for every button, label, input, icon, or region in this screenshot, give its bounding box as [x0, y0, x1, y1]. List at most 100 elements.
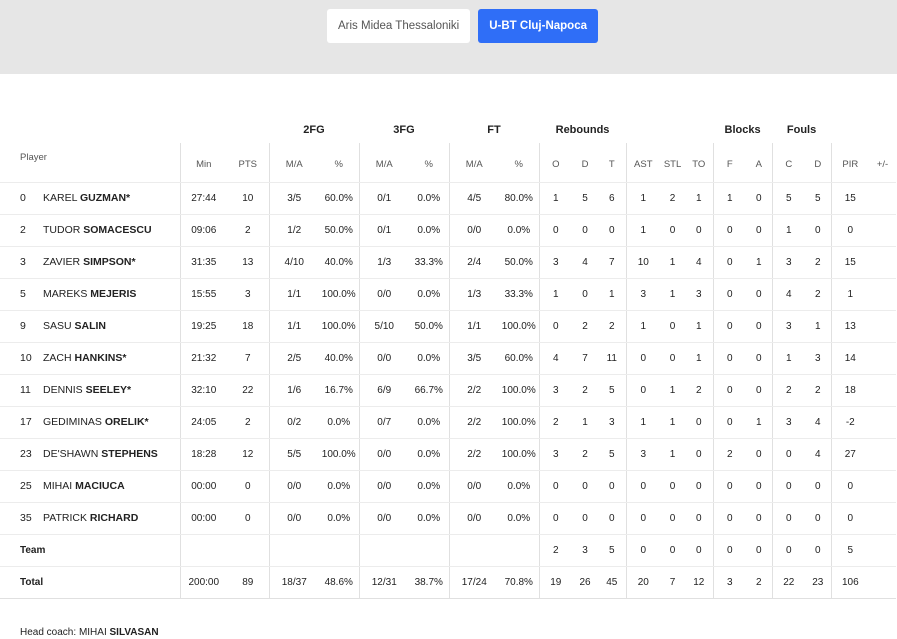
- header-ast[interactable]: AST: [625, 143, 661, 183]
- stat-ba: 2: [746, 566, 773, 599]
- header-ft-ma[interactable]: M/A: [448, 143, 499, 183]
- header-to[interactable]: TO: [685, 143, 714, 183]
- stat-to: 3: [685, 278, 714, 311]
- tab-u-bt-cluj-napoca[interactable]: U-BT Cluj-Napoca: [478, 9, 598, 43]
- stat-d: 0: [572, 278, 599, 311]
- stat-stl: 7: [660, 566, 686, 599]
- stat-bf: 0: [712, 534, 747, 567]
- stat-fg2: 2/5: [268, 342, 319, 375]
- stat-ast: 1: [625, 182, 661, 215]
- stat-fc: 3: [771, 310, 806, 343]
- stat-min: 31:35: [179, 246, 227, 279]
- stat-pm: [869, 214, 897, 247]
- header-foul-c[interactable]: C: [771, 143, 806, 183]
- header-blk-a[interactable]: A: [746, 143, 773, 183]
- player-name-cell[interactable]: 35 PATRICK RICHARD: [0, 502, 180, 535]
- stat-fg3p: 0.0%: [409, 406, 449, 439]
- player-name-cell[interactable]: 2 TUDOR SOMACESCU: [0, 214, 180, 247]
- player-name-cell[interactable]: 17 GEDIMINAS ORELIK*: [0, 406, 180, 439]
- stat-ba: 0: [746, 438, 773, 471]
- player-name-cell[interactable]: 0 KAREL GUZMAN*: [0, 182, 180, 215]
- stat-t: 2: [598, 310, 627, 343]
- stat-d: 0: [572, 502, 599, 535]
- stat-ast: 3: [625, 438, 661, 471]
- stat-pir: 18: [830, 374, 870, 407]
- stat-o: 4: [538, 342, 573, 375]
- stat-stl: 0: [660, 214, 686, 247]
- header-min[interactable]: Min: [179, 143, 227, 183]
- stat-fd: 0: [805, 470, 832, 503]
- stat-ft: 4/5: [448, 182, 499, 215]
- player-number: 17: [20, 416, 32, 428]
- stat-o: 3: [538, 246, 573, 279]
- stat-ftp: 100.0%: [499, 310, 540, 343]
- stat-stl: 0: [660, 470, 686, 503]
- player-last-name: RICHARD: [89, 512, 139, 524]
- header-blk-f[interactable]: F: [712, 143, 747, 183]
- header-pts[interactable]: PTS: [227, 143, 269, 183]
- stat-fg3: 0/1: [358, 182, 409, 215]
- stat-fd: 2: [805, 374, 832, 407]
- stat-fg2: 18/37: [268, 566, 319, 599]
- player-name-cell[interactable]: 10 ZACH HANKINS*: [0, 342, 180, 375]
- header-foul-d[interactable]: D: [805, 143, 832, 183]
- head-coach-first: MIHAI: [78, 627, 107, 638]
- player-name-cell[interactable]: 25 MIHAI MACIUCA: [0, 470, 180, 503]
- stat-to: 0: [685, 502, 714, 535]
- stat-fg2p: 40.0%: [319, 246, 359, 279]
- stat-ast: 10: [625, 246, 661, 279]
- stat-ast: 3: [625, 278, 661, 311]
- stat-min: 24:05: [179, 406, 227, 439]
- stat-pir: 13: [830, 310, 870, 343]
- stat-d: 2: [572, 310, 599, 343]
- stat-pts: 7: [227, 342, 269, 375]
- header-3fg-ma[interactable]: M/A: [358, 143, 409, 183]
- stat-pir: 106: [830, 566, 870, 599]
- player-row: 17 GEDIMINAS ORELIK* 24:05 2 0/2 0.0% 0/7 0.0% 2…: [0, 406, 897, 439]
- stat-pts: 89: [227, 566, 269, 599]
- stat-pts: 2: [227, 406, 269, 439]
- player-name-cell[interactable]: 23 DE'SHAWN STEPHENS: [0, 438, 180, 471]
- header-reb-t[interactable]: T: [598, 143, 627, 183]
- stat-ba: 0: [746, 534, 773, 567]
- stat-t: 6: [598, 182, 627, 215]
- stat-t: 0: [598, 502, 627, 535]
- column-header-row: Player Min PTS M/A % M/A % M/A % O D T A…: [0, 143, 897, 183]
- player-name-cell[interactable]: 11 DENNIS SEELEY*: [0, 374, 180, 407]
- header-reb-o[interactable]: O: [538, 143, 573, 183]
- stat-pm: [869, 566, 897, 599]
- header-player[interactable]: Player: [0, 143, 180, 183]
- team-selector-bar: Aris Midea Thessaloniki U-BT Cluj-Napoca: [0, 0, 897, 74]
- stat-ba: 1: [746, 406, 773, 439]
- header-2fg-ma[interactable]: M/A: [268, 143, 319, 183]
- team-row: Team 2 3 5 0 0 0 0 0 0 0 5: [0, 534, 897, 567]
- stat-ftp: 33.3%: [499, 278, 540, 311]
- stat-o: 0: [538, 310, 573, 343]
- header-stl[interactable]: STL: [660, 143, 686, 183]
- header-ft-pct[interactable]: %: [499, 143, 540, 183]
- stat-ftp: 0.0%: [499, 214, 540, 247]
- header-2fg-pct[interactable]: %: [319, 143, 359, 183]
- player-name-cell[interactable]: 9 SASU SALIN: [0, 310, 180, 343]
- stat-ftp: [499, 534, 540, 567]
- player-name-cell[interactable]: 5 MAREKS MEJERIS: [0, 278, 180, 311]
- header-pir[interactable]: PIR: [830, 143, 870, 183]
- stat-fg3p: 33.3%: [409, 246, 449, 279]
- stat-bf: 1: [712, 182, 747, 215]
- group-header-row: 2FG 3FG FT Rebounds Blocks Fouls: [0, 116, 896, 143]
- stat-ftp: 100.0%: [499, 374, 540, 407]
- stat-pts: 0: [227, 502, 269, 535]
- header-reb-d[interactable]: D: [572, 143, 599, 183]
- stat-pir: -2: [830, 406, 870, 439]
- stat-d: 7: [572, 342, 599, 375]
- tab-aris-midea-thessaloniki[interactable]: Aris Midea Thessaloniki: [327, 9, 471, 43]
- player-name-cell[interactable]: 3 ZAVIER SIMPSON*: [0, 246, 180, 279]
- stat-ftp: 70.8%: [499, 566, 540, 599]
- header-plus-minus[interactable]: +/-: [869, 143, 897, 183]
- stat-ftp: 0.0%: [499, 502, 540, 535]
- header-3fg-pct[interactable]: %: [409, 143, 449, 183]
- stat-min: 15:55: [179, 278, 227, 311]
- stat-ast: 1: [625, 214, 661, 247]
- stat-ast: 1: [625, 310, 661, 343]
- stat-pm: [869, 534, 897, 567]
